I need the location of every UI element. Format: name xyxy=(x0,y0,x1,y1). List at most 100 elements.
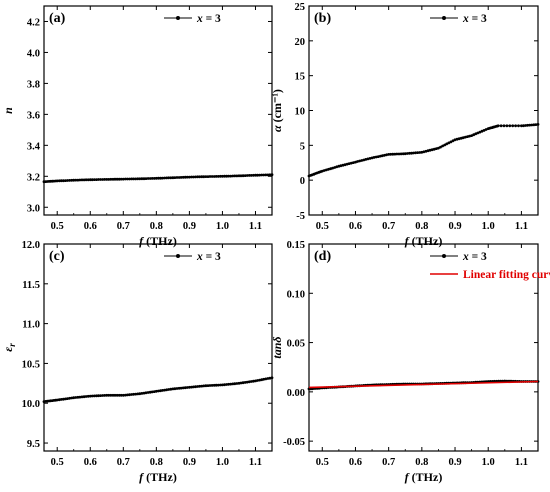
data-point xyxy=(341,163,345,167)
y-tick-label: 5 xyxy=(300,141,305,152)
data-point xyxy=(142,177,146,181)
data-point xyxy=(179,176,183,179)
y-tick-label: 11.0 xyxy=(22,320,40,331)
plot-frame xyxy=(43,5,273,216)
data-point xyxy=(88,394,92,398)
data-point xyxy=(260,173,264,177)
data-point xyxy=(138,392,142,396)
data-point xyxy=(517,124,520,128)
y-tick-label: 0 xyxy=(300,176,305,187)
data-point xyxy=(445,142,449,146)
data-point xyxy=(325,168,328,172)
data-point xyxy=(117,177,121,181)
data-point xyxy=(216,383,220,387)
data-point xyxy=(154,176,158,180)
y-axis-label-unit: (cm⁻¹) xyxy=(270,89,284,125)
data-point xyxy=(416,151,420,155)
data-point xyxy=(249,174,253,177)
data-point xyxy=(331,166,334,170)
data-point xyxy=(264,173,268,177)
series-markers xyxy=(42,173,274,184)
data-point xyxy=(376,155,380,159)
legend-marker xyxy=(442,254,446,258)
legend-label-value: = 3 xyxy=(469,251,487,263)
chart-panel-3: 0.5 0.6 0.7 0.8 0.9 1.0 1.1 9.5 10.0 10.5 11.0 11.5… xyxy=(1,240,274,484)
data-point xyxy=(505,124,509,128)
data-point xyxy=(221,174,224,178)
y-axis-label-symbol: tanδ xyxy=(270,336,284,358)
data-point xyxy=(374,155,378,159)
data-point xyxy=(181,175,185,179)
x-tick-label: 0.7 xyxy=(117,221,130,232)
data-point xyxy=(159,176,162,180)
data-point xyxy=(165,176,169,180)
y-tick-label: 10.5 xyxy=(22,359,40,370)
panel-label: (d) xyxy=(314,249,331,264)
data-point xyxy=(84,395,88,398)
data-point xyxy=(198,175,202,179)
data-point xyxy=(343,163,347,167)
data-point xyxy=(405,152,409,155)
data-point xyxy=(327,167,330,171)
data-point xyxy=(62,179,65,183)
legend-marker xyxy=(176,16,180,20)
data-point xyxy=(128,393,131,397)
data-point xyxy=(78,178,82,182)
data-point xyxy=(339,164,343,168)
x-axis-label-unit: (THz) xyxy=(146,234,177,248)
x-axis-label: f (THz) xyxy=(139,470,177,484)
data-point xyxy=(55,179,59,183)
data-point xyxy=(119,393,123,397)
data-point xyxy=(194,385,198,389)
data-point xyxy=(200,175,204,179)
data-point xyxy=(161,389,164,392)
x-tick-label: 0.5 xyxy=(316,457,329,468)
panel-label: (b) xyxy=(314,11,331,26)
data-point xyxy=(229,382,233,386)
data-point xyxy=(192,175,195,179)
data-point xyxy=(204,175,208,179)
data-point xyxy=(167,176,171,180)
data-point xyxy=(432,147,436,151)
data-point xyxy=(414,151,417,155)
x-axis-label: f (THz) xyxy=(405,234,443,248)
x-tick-label: 0.8 xyxy=(415,457,428,468)
x-tick-label: 0.6 xyxy=(349,457,362,468)
y-tick-label: 4.0 xyxy=(27,48,40,59)
data-point xyxy=(221,383,224,387)
data-point xyxy=(204,384,208,388)
y-tick-label: 10.0 xyxy=(22,399,40,410)
data-point xyxy=(484,128,488,131)
y-tick-label: 20 xyxy=(295,37,306,48)
data-point xyxy=(198,384,202,388)
data-point xyxy=(464,135,467,139)
data-point xyxy=(146,177,150,180)
legend: x = 3 xyxy=(430,13,487,25)
data-point xyxy=(349,161,353,165)
data-point xyxy=(202,384,206,388)
legend-label-value: = 3 xyxy=(203,13,221,25)
data-point xyxy=(111,177,115,181)
x-tick-label: 1.0 xyxy=(482,221,495,232)
y-axis-label-symbol: α xyxy=(270,125,284,132)
data-point xyxy=(68,396,71,400)
data-point xyxy=(403,152,407,156)
data-point xyxy=(113,177,117,181)
data-point xyxy=(202,175,206,179)
data-point xyxy=(461,136,465,140)
y-tick-label: 0.00 xyxy=(287,388,305,399)
x-axis-label-symbol: f xyxy=(405,470,412,484)
x-axis-label-unit: (THz) xyxy=(146,470,177,484)
data-point xyxy=(194,175,198,179)
data-point xyxy=(401,152,405,156)
data-point xyxy=(252,173,255,177)
legend-label-value: = 3 xyxy=(203,251,221,263)
data-point xyxy=(258,173,261,177)
data-point xyxy=(397,152,401,156)
data-point xyxy=(117,393,121,397)
data-point xyxy=(208,384,212,387)
data-point xyxy=(420,150,424,154)
data-point xyxy=(185,175,189,179)
data-point xyxy=(241,174,245,178)
data-point xyxy=(239,174,243,178)
